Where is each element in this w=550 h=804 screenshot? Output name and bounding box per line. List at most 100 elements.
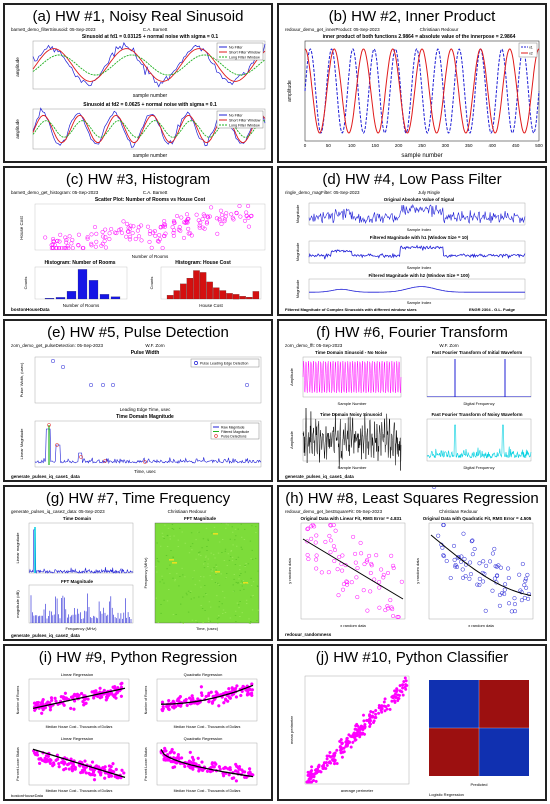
scatter-point: [483, 608, 488, 613]
scatter-point: [62, 762, 66, 766]
plot-time-clean: [302, 356, 402, 398]
plot-filter-h1: [308, 240, 526, 264]
spectrogram-cell: [241, 548, 243, 550]
spectrogram-cell: [238, 607, 240, 609]
spectrogram-cell: [205, 593, 208, 595]
spectrogram-cell: [182, 623, 184, 624]
scatter-point: [127, 237, 132, 242]
scatter-point: [526, 591, 531, 597]
spectrogram-cell: [215, 566, 218, 567]
pulse-detection-point: [100, 382, 106, 388]
spectrogram-cell: [172, 614, 175, 615]
x-axis-label: Sample Number: [338, 465, 368, 470]
spectrogram-cell: [157, 622, 159, 623]
spectrogram-cell: [161, 579, 164, 581]
scatter-point: [87, 771, 91, 776]
spectrogram-cell: [169, 538, 171, 540]
scatter-point: [477, 561, 482, 566]
scatter-point: [217, 218, 222, 223]
spectrogram-cell: [193, 597, 195, 599]
spectrogram-cell: [245, 583, 247, 585]
spectrogram-peak: [213, 533, 218, 535]
scatter-point: [234, 211, 239, 216]
plot-title: Sinusoid at fd1 = 0.03125 + normal noise…: [82, 34, 219, 40]
panel-f-fourier: (f) HW #6, Fourier Transform zorn_demo_f…: [277, 319, 547, 482]
cm-cell-fn: [429, 728, 479, 776]
scatter-point: [389, 553, 394, 558]
fig-label: redouur_demo_get_bestSquareFit: 05-Sep-2…: [285, 509, 383, 514]
panel-title: (e) HW #5, Pulse Detection: [47, 324, 229, 341]
scatter-point: [477, 582, 482, 588]
spectrogram-cell: [225, 577, 227, 579]
scatter-point: [340, 568, 345, 573]
spectrogram-cell: [256, 585, 259, 587]
scatter-point: [377, 711, 381, 715]
panel-title: (i) HW #9, Python Regression: [38, 649, 238, 666]
hist-bar-cost: [252, 291, 260, 300]
scatter-point: [197, 223, 202, 228]
scatter-point: [310, 775, 314, 779]
scatter-point: [325, 763, 329, 767]
scatter-point: [76, 242, 81, 248]
scatter-point: [219, 212, 225, 217]
scatter-point: [63, 235, 68, 240]
pulse-detection-marker: [79, 455, 83, 459]
spectrogram-cell: [163, 582, 165, 584]
scatter-point: [377, 605, 382, 610]
scatter-point: [50, 242, 55, 247]
panel-h-least-squares: (h) HW #8, Least Squares Regression redo…: [277, 485, 547, 641]
panel-title: (a) HW #1, Noisy Real Sinusoid: [32, 8, 244, 25]
scatter-point: [128, 234, 133, 239]
scatter-point: [327, 760, 331, 765]
spectrogram-cell: [155, 566, 157, 568]
x-axis-label: sample number: [133, 153, 168, 159]
scatter-point: [110, 769, 115, 774]
spectrogram-cell: [198, 531, 200, 533]
scatter-point: [383, 608, 388, 613]
scatter-point: [135, 228, 140, 233]
x-tick-label: 50: [326, 143, 332, 148]
series-line-noisy: [302, 407, 402, 471]
scatter-point: [377, 579, 382, 585]
x-tick-labels: 0 50 100 150 200 250 300 350 400 450 500: [304, 143, 544, 148]
scatter-point: [314, 779, 318, 783]
scatter-point: [345, 580, 350, 585]
figure-b: redouur_demo_get_innerProduct: 05-Sep-20…: [285, 27, 544, 159]
spectrogram-cell: [195, 620, 197, 621]
scatter-point: [306, 556, 311, 562]
legend-entry: x2: [529, 52, 533, 56]
scatter-point: [354, 575, 359, 580]
footer-label: Logistic Regression: [429, 792, 464, 797]
scatter-point: [444, 558, 449, 564]
spectrogram-cell: [251, 595, 253, 597]
scatter-point: [204, 221, 209, 226]
scatter-point: [76, 243, 81, 248]
spectrogram-cell: [200, 576, 202, 577]
scatter-point: [460, 567, 465, 572]
footer-label: redouur_randomness: [285, 632, 332, 637]
hist-bar-cost: [173, 290, 180, 300]
spectrogram-cell: [171, 528, 173, 529]
scatter-point: [509, 609, 514, 614]
x-tick-label: 400: [488, 143, 496, 148]
scatter-point: [377, 585, 382, 590]
scatter-point: [145, 224, 151, 229]
legend-entry: No Filter: [229, 46, 243, 50]
x-tick-label: 100: [348, 143, 356, 148]
scatter-point: [209, 769, 213, 773]
scatter-point: [59, 245, 64, 251]
scatter-point: [196, 218, 201, 223]
x-axis-label: Median House Cost - Thousands of Dollars: [174, 789, 241, 793]
scatter-point: [338, 739, 342, 743]
spectrogram-cell: [251, 609, 254, 611]
series-line-magnitude: [308, 244, 526, 260]
scatter-point: [94, 231, 99, 236]
scatter-point: [238, 214, 243, 219]
spectrogram-cell: [243, 588, 245, 590]
scatter-point: [477, 576, 482, 581]
spectrogram-cell: [167, 527, 170, 529]
scatter-point: [167, 758, 171, 762]
legend-entry: Raw Magnitude: [221, 426, 245, 430]
x-axis-label: House Cost: [199, 303, 223, 308]
spectrogram-cell: [205, 593, 207, 594]
